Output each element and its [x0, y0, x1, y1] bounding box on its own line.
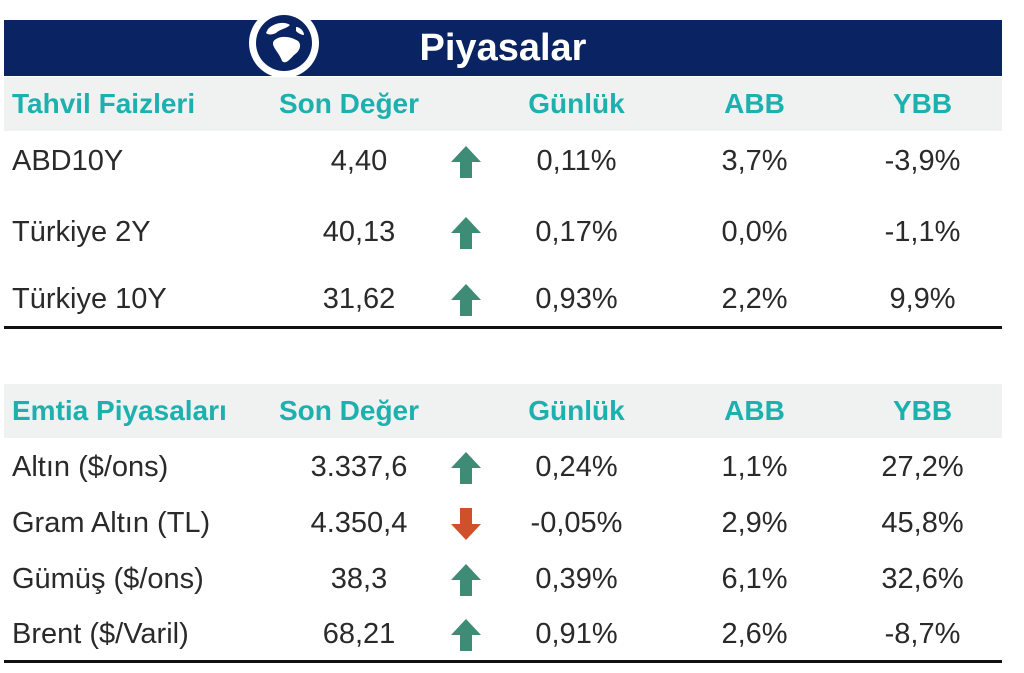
row-name: Türkiye 2Y — [12, 216, 151, 248]
globe-icon — [249, 8, 319, 78]
row-mtd-change: 2,6% — [721, 618, 788, 650]
bonds-header-mtd: ABB — [724, 88, 785, 119]
row-mtd-change: 2,2% — [721, 283, 788, 315]
row-daily-change: 0,93% — [535, 283, 618, 315]
row-mtd-change: 6,1% — [721, 563, 788, 595]
row-ytd-change: 32,6% — [881, 563, 964, 595]
commodities-header-daily: Günlük — [528, 395, 625, 426]
row-last-value: 4.350,4 — [310, 507, 408, 539]
row-name: Gümüş ($/ons) — [12, 563, 204, 595]
commodities-header-row: Emtia Piyasaları Son Değer Günlük ABB YB… — [4, 384, 1002, 438]
row-daily-change: 0,17% — [535, 216, 618, 248]
row-mtd-change: 0,0% — [721, 216, 788, 248]
row-ytd-change: -3,9% — [884, 145, 961, 177]
row-name: Brent ($/Varil) — [12, 618, 189, 650]
row-ytd-change: 45,8% — [881, 507, 964, 539]
row-daily-change: -0,05% — [530, 507, 623, 539]
bonds-header-last: Son Değer — [279, 88, 420, 119]
arrow-up-icon — [451, 564, 481, 596]
bonds-header-name: Tahvil Faizleri — [12, 88, 196, 119]
bonds-header-row: Tahvil Faizleri Son Değer Günlük ABB YBB — [4, 77, 1002, 131]
commodities-header-ytd: YBB — [892, 395, 953, 426]
arrow-up-icon — [451, 619, 481, 651]
row-mtd-change: 1,1% — [721, 451, 788, 483]
row-ytd-change: -1,1% — [884, 216, 961, 248]
row-last-value: 40,13 — [322, 216, 396, 248]
row-daily-change: 0,11% — [536, 145, 617, 177]
row-last-value: 68,21 — [322, 618, 396, 650]
table-row: Gram Altın (TL) 4.350,4 -0,05% 2,9% 45,8% — [4, 495, 1002, 551]
table-row: Gümüş ($/ons) 38,3 0,39% 6,1% 32,6% — [4, 551, 1002, 607]
arrow-down-icon — [451, 508, 481, 540]
page-title: Piyasalar — [419, 27, 587, 69]
table-row: Brent ($/Varil) 68,21 0,91% 2,6% -8,7% — [4, 606, 1002, 662]
title-banner: Piyasalar — [4, 20, 1002, 76]
bonds-header-ytd: YBB — [892, 88, 953, 119]
row-ytd-change: 9,9% — [889, 283, 956, 315]
commodities-header-mtd: ABB — [724, 395, 785, 426]
row-ytd-change: -8,7% — [884, 618, 961, 650]
arrow-up-icon — [451, 146, 481, 178]
arrow-up-icon — [451, 217, 481, 249]
row-daily-change: 0,91% — [535, 618, 618, 650]
row-name: Altın ($/ons) — [12, 451, 169, 483]
table-row: Türkiye 2Y 40,13 0,17% 0,0% -1,1% — [4, 204, 1002, 260]
row-ytd-change: 27,2% — [881, 451, 964, 483]
bonds-bottom-rule — [4, 326, 1002, 329]
table-row: Türkiye 10Y 31,62 0,93% 2,2% 9,9% — [4, 271, 1002, 327]
row-last-value: 3.337,6 — [310, 451, 408, 483]
row-mtd-change: 3,7% — [721, 145, 788, 177]
commodities-header-name: Emtia Piyasaları — [12, 395, 227, 426]
row-daily-change: 0,39% — [535, 563, 618, 595]
arrow-up-icon — [451, 284, 481, 316]
bonds-header-daily: Günlük — [528, 88, 625, 119]
row-name: Türkiye 10Y — [12, 283, 167, 315]
table-row: Altın ($/ons) 3.337,6 0,24% 1,1% 27,2% — [4, 439, 1002, 495]
row-last-value: 38,3 — [330, 563, 388, 595]
row-mtd-change: 2,9% — [721, 507, 788, 539]
row-daily-change: 0,24% — [535, 451, 618, 483]
row-name: Gram Altın (TL) — [12, 507, 211, 539]
commodities-header-last: Son Değer — [279, 395, 420, 426]
commodities-bottom-rule — [4, 660, 1002, 663]
arrow-up-icon — [451, 452, 481, 484]
row-last-value: 31,62 — [322, 283, 396, 315]
table-row: ABD10Y 4,40 0,11% 3,7% -3,9% — [4, 133, 1002, 189]
row-last-value: 4,40 — [330, 145, 388, 177]
row-name: ABD10Y — [12, 145, 124, 177]
